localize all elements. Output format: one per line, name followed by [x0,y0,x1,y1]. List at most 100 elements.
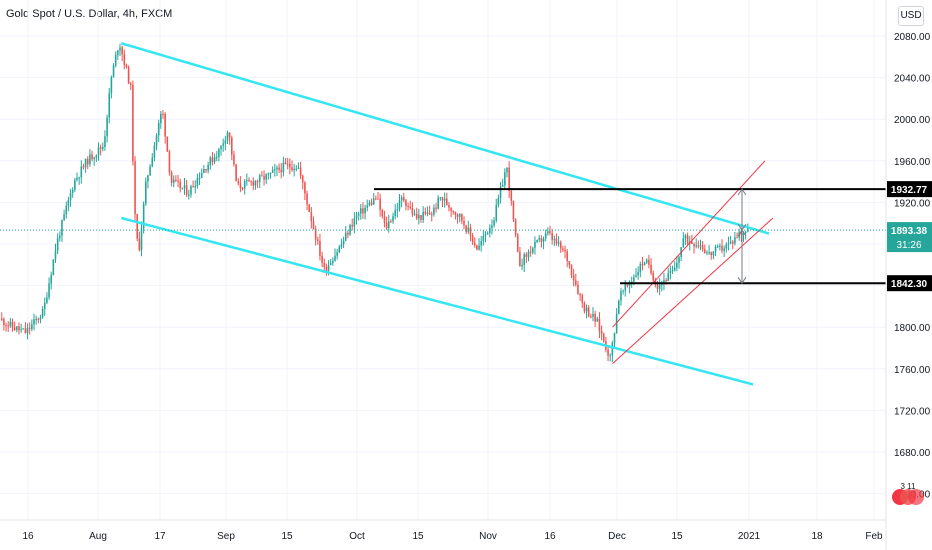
candle-body [362,208,364,214]
candle-body [504,172,506,186]
price-tick-label: 1920.00 [894,198,931,209]
candle-body [215,157,218,159]
candle-body [142,203,145,229]
candle-body [147,175,149,182]
candle-body [218,149,220,158]
candle-body [671,270,674,272]
support-price-tag-bg [887,275,932,292]
candle-body [228,132,231,138]
candle-body [566,251,568,262]
time-tick-label: Nov [479,531,497,542]
candle-body [428,212,431,215]
candle-body [162,113,164,115]
candle-body [413,213,416,215]
candle-body [669,270,672,274]
candle-body [729,241,732,244]
candle-body [50,274,52,284]
candle-body [308,204,310,213]
candle-body [338,246,341,253]
time-axis: 16 Aug 17 Sep 15 Oct 15 Nov 16 Dec 15 2021 18 Feb [0,519,886,542]
candle-body [78,177,80,179]
candle-body [185,185,188,195]
candle-body [456,214,459,217]
candle-body [86,158,89,165]
candle-body [706,252,708,254]
candle-body [590,316,592,318]
candle-body [695,245,697,247]
candle-body [476,245,478,250]
candle-body [491,225,493,229]
candle-body [430,214,433,216]
candle-body [411,207,414,215]
candle-body [527,251,530,257]
time-tick-label: 17 [154,531,166,542]
candle-body [235,164,237,182]
candle-body [112,65,115,78]
price-labels: 1932.77 1842.30 1893.38 31:26 [887,181,932,292]
candle-body [635,275,637,278]
candle-body [310,212,313,222]
candle-body [306,193,308,205]
candle-body [454,211,457,215]
candle-body [314,228,317,240]
candle-body [179,181,181,189]
candle-body [190,186,192,195]
candle-body [568,261,571,265]
measure-arrowtail [737,229,747,237]
candle-body [231,137,233,155]
time-tick-label: 16 [544,531,556,542]
candle-body [678,257,680,263]
candle-body [725,244,728,249]
candle-body [682,238,685,248]
price-tick-label: 2040.00 [894,74,931,85]
candle-body [317,239,319,241]
candle-body [379,198,381,210]
rising-channel-lower-line [612,217,774,364]
candle-body [736,237,738,239]
events-badge[interactable]: 3 11 [890,481,926,514]
candle-body [129,83,132,85]
candle-body [108,93,111,118]
candle-body [119,47,121,51]
candle-body [486,232,489,235]
candle-body [106,117,108,137]
candle-body [267,173,270,175]
candle-body [747,227,749,232]
candle-body [54,250,57,260]
candle-body [721,245,723,251]
candle-body [43,302,46,310]
candle-body [577,284,579,294]
candle-body [418,215,420,219]
price-tick-label: 2000.00 [894,115,931,126]
candle-body [650,264,652,273]
candle-body [99,147,102,149]
candle-body [37,318,40,320]
candle-body [596,318,599,322]
candle-body [198,178,201,180]
candle-body [448,205,450,208]
candle-body [325,267,328,271]
candle-body [478,245,480,250]
candle-body [405,200,407,207]
candle-body [727,243,730,245]
candle-body [557,242,560,244]
candle-body [282,162,285,173]
candle-body [575,280,577,285]
candle-body [450,207,452,211]
candle-body [471,235,474,243]
candle-body [213,157,216,162]
candle-body [248,180,250,182]
currency-button[interactable]: USD [898,6,924,26]
candle-body [375,198,377,200]
candle-body [398,200,401,210]
candle-body [207,164,209,171]
candle-body [594,313,596,322]
candle-body [529,251,532,253]
candle-body [241,187,244,189]
candle-body [536,239,538,242]
price-tick-label: 2080.00 [894,32,931,43]
candle-body [239,183,242,188]
candle-body [731,241,734,244]
candle-body [609,355,611,357]
